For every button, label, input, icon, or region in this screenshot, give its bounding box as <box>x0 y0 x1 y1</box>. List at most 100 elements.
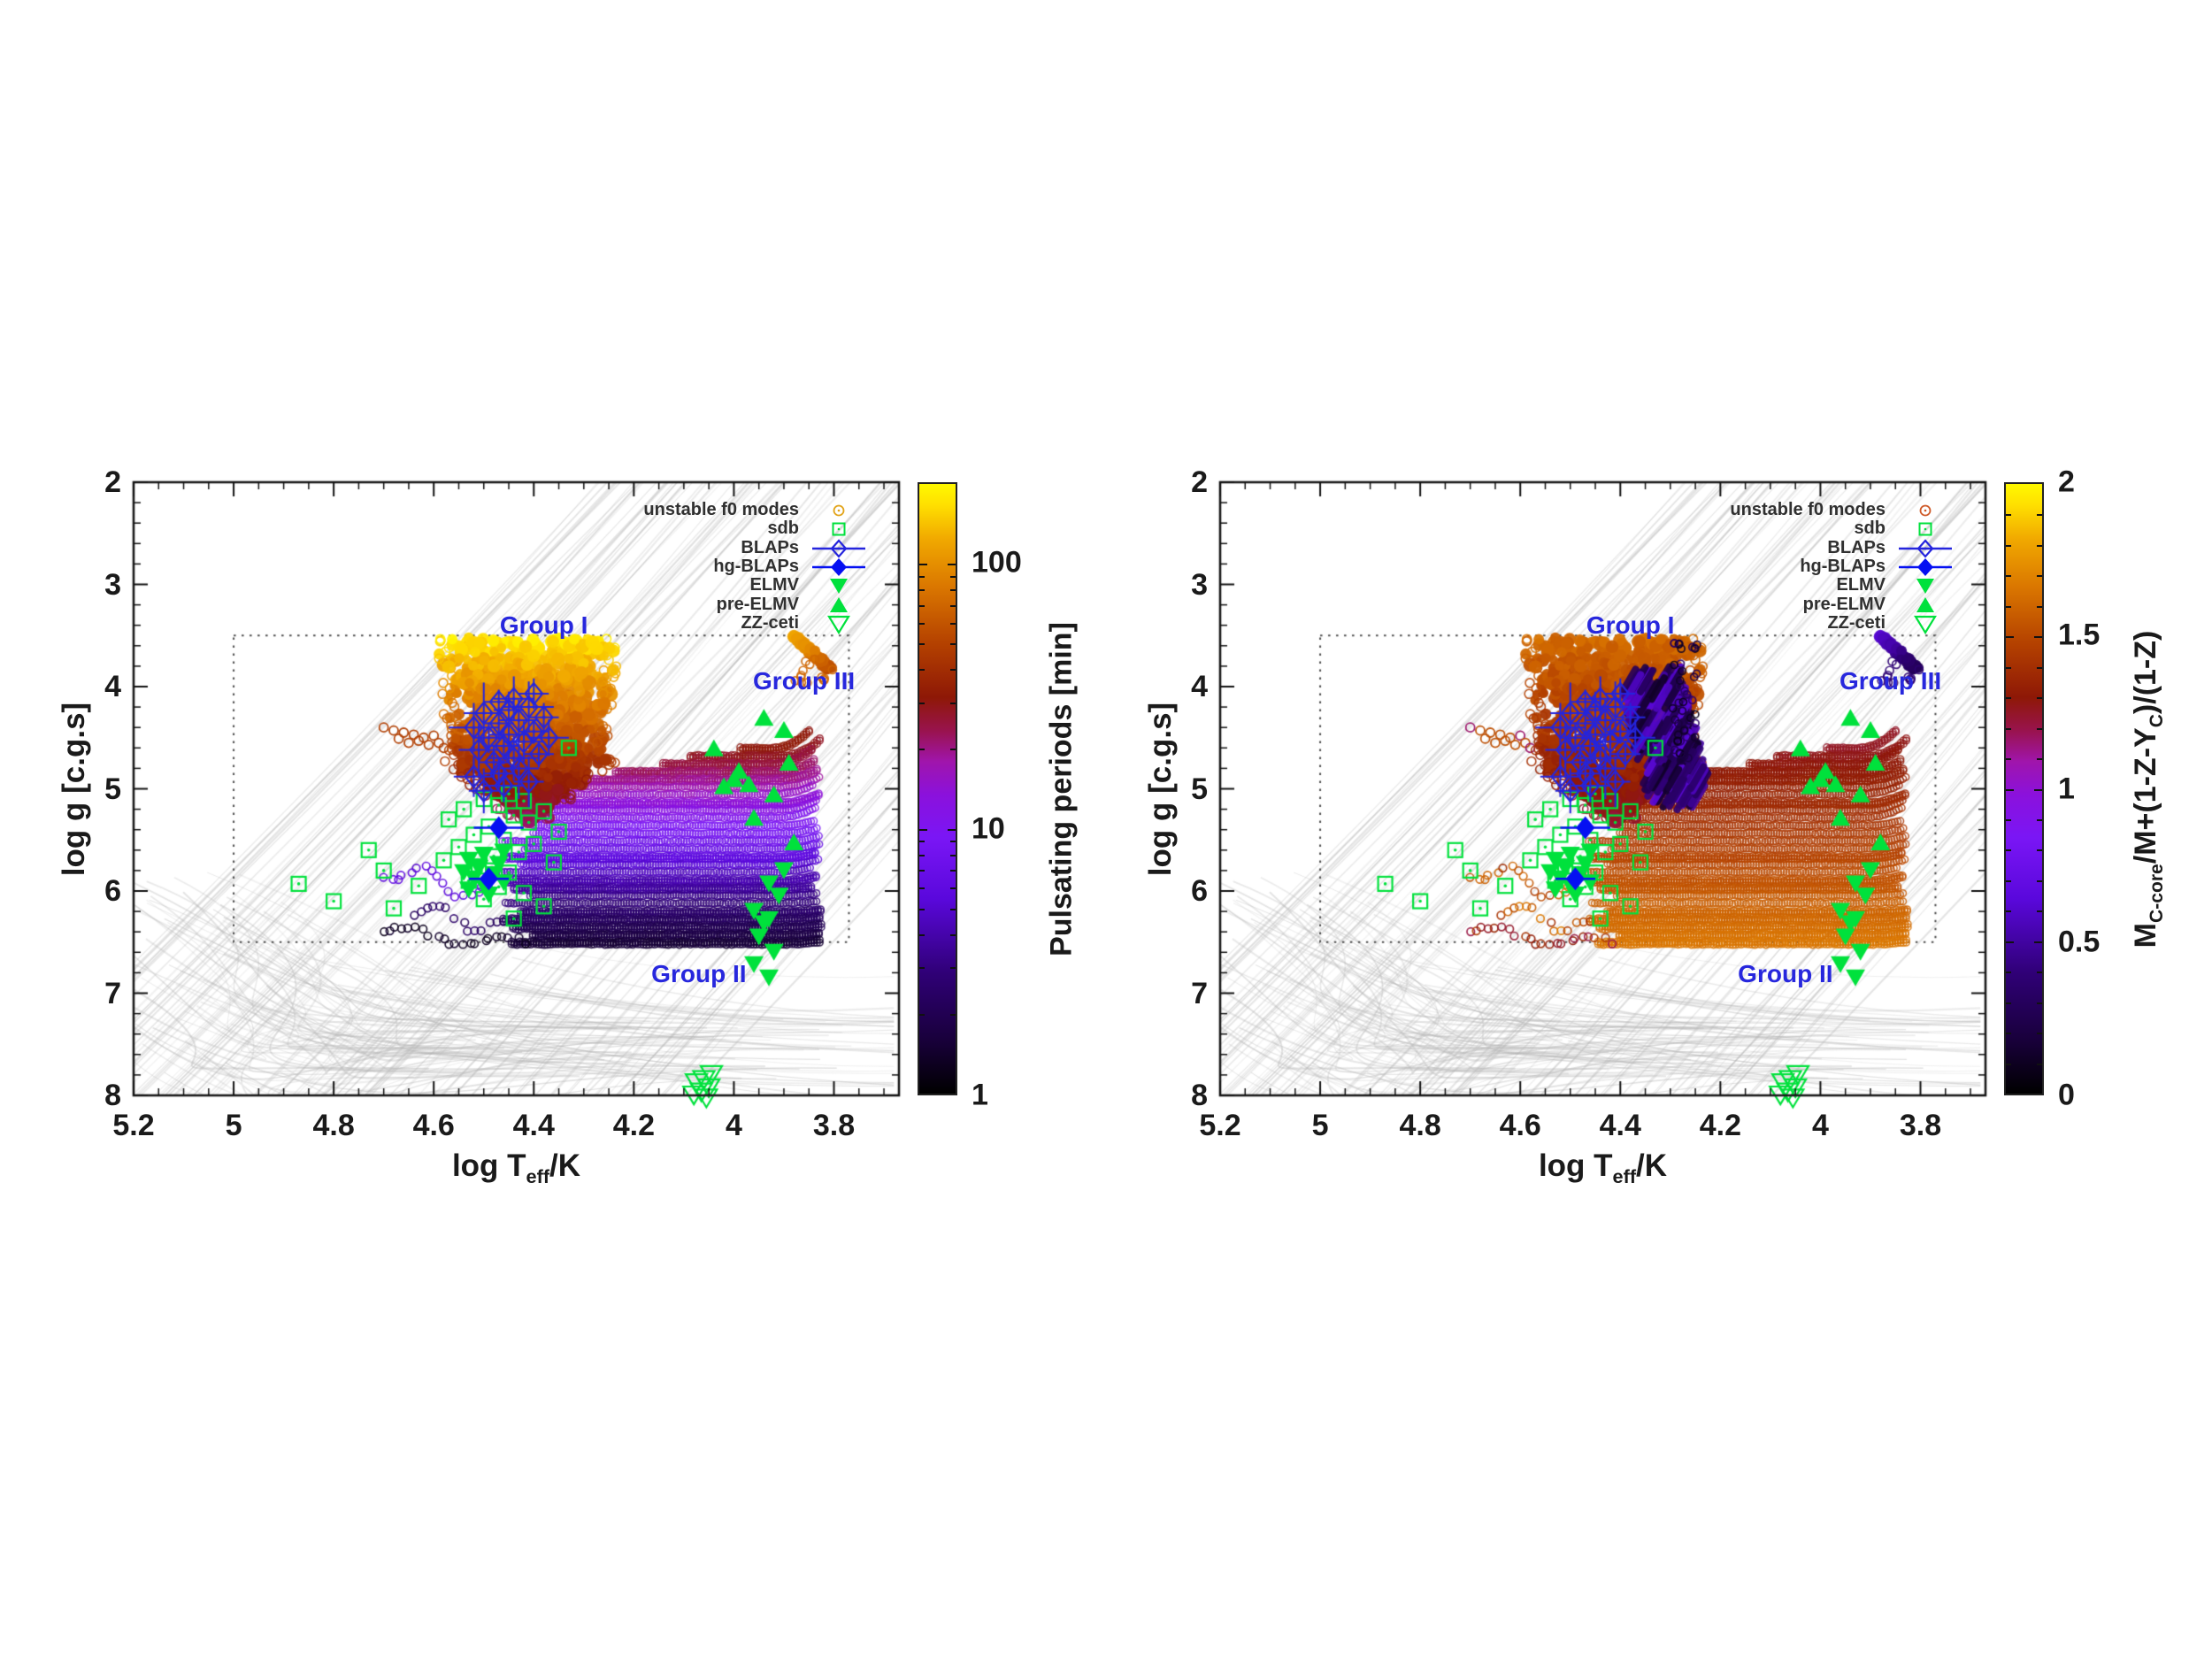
group-label-2: Group II <box>651 959 747 987</box>
colorbar-tick <box>2037 879 2042 882</box>
legend-marker-triangle-down-open-icon <box>827 615 850 634</box>
legend-label-diamond-open-errbar: BLAPs <box>741 537 799 557</box>
y-tick-label: 2 <box>1191 465 1208 499</box>
legend-marker-triangle-up-filled-icon <box>1916 596 1934 612</box>
colorbar-tick <box>2034 636 2042 639</box>
x-tick-label: 4.4 <box>512 1109 555 1142</box>
colorbar-tick <box>2037 1033 2042 1035</box>
colorbar-tick <box>950 643 956 646</box>
x-tick-label: 3.8 <box>812 1109 856 1142</box>
x-tick-label: 4.8 <box>1399 1109 1441 1142</box>
colorbar-tick-label: 2 <box>2058 465 2075 499</box>
legend-label-diamond-open-errbar: BLAPs <box>1827 537 1886 557</box>
colorbar-tick <box>2006 697 2011 700</box>
legend-marker-triangle-down-filled-icon <box>830 579 848 595</box>
y-tick-label: 3 <box>1191 567 1208 602</box>
colorbar-tick <box>919 967 925 970</box>
colorbar-tick <box>950 749 956 751</box>
colorbar-tick <box>2037 544 2042 547</box>
colorbar-tick <box>2037 514 2042 517</box>
colorbar-tick <box>2006 636 2014 639</box>
group-label-3: Group III <box>753 667 856 695</box>
colorbar-tick <box>2006 879 2011 882</box>
colorbar-tick <box>950 622 956 625</box>
colorbar-tick <box>2037 758 2042 761</box>
colorbar-tick <box>2037 666 2042 669</box>
colorbar-tick-label: 0 <box>2058 1078 2075 1112</box>
colorbar-tick <box>2006 605 2011 608</box>
legend-label-diamond-filled-errbar: hg-BLAPs <box>713 556 799 576</box>
colorbar-tick <box>950 702 956 704</box>
colorbar-tick <box>2037 972 2042 974</box>
y-axis-label: log g [c.g.s] <box>57 702 91 876</box>
y-axis-label: log g [c.g.s] <box>1143 702 1178 876</box>
legend-label-circle-open: unstable f0 modes <box>1730 500 1886 519</box>
legend-marker-diamond-filled-errbar-icon <box>1899 557 1952 576</box>
colorbar-tick <box>919 841 925 843</box>
colorbar-tick <box>950 908 956 910</box>
x-tick-label: 4.2 <box>612 1109 655 1142</box>
colorbar-tick <box>919 564 927 566</box>
colorbar-tick <box>919 854 925 856</box>
legend-label-diamond-filled-errbar: hg-BLAPs <box>1800 556 1886 576</box>
legend-marker-diamond-filled-errbar-icon <box>812 557 865 576</box>
colorbar-tick <box>2006 1063 2011 1065</box>
colorbar-title: MC-core/M+(1-Z-YC)/(1-Z) <box>2129 630 2167 948</box>
colorbar-tick <box>2037 575 2042 578</box>
colorbar-tick <box>2037 1002 2042 1004</box>
colorbar-tick <box>2037 818 2042 821</box>
group-label-3: Group III <box>1839 667 1942 695</box>
colorbar-tick <box>948 564 956 566</box>
legend-label-square-open: sdb <box>767 518 799 539</box>
colorbar-tick <box>2037 1063 2042 1065</box>
legend-label-square-open: sdb <box>1854 518 1886 539</box>
group-label-1: Group I <box>1586 611 1675 639</box>
colorbar-tick <box>919 749 925 751</box>
x-tick-label: 4 <box>1811 1109 1829 1142</box>
colorbar-tick <box>919 828 927 831</box>
x-tick-label: 5.2 <box>1199 1109 1241 1142</box>
y-tick-label: 3 <box>104 567 121 602</box>
colorbar-tick <box>919 933 925 936</box>
colorbar-tick <box>2034 788 2042 791</box>
colorbar-tick <box>2006 575 2011 578</box>
x-tick-label: 5.2 <box>112 1109 155 1142</box>
plot-canvas <box>1180 442 2025 1144</box>
plot-canvas <box>94 442 939 1144</box>
legend-marker-triangle-down-filled-icon <box>1916 579 1934 595</box>
y-tick-label: 5 <box>1191 772 1208 806</box>
y-tick-label: 7 <box>104 976 121 1010</box>
colorbar-tick <box>919 869 925 872</box>
legend-marker-diamond-open-errbar-icon <box>812 538 865 558</box>
y-tick-label: 4 <box>104 670 121 703</box>
colorbar-tick <box>919 575 925 578</box>
x-tick-label: 4.4 <box>1599 1109 1641 1142</box>
y-tick-label: 8 <box>1191 1079 1208 1112</box>
colorbar-tick <box>950 887 956 889</box>
colorbar-tick <box>919 702 925 704</box>
legend-label-triangle-down-open: ZZ-ceti <box>1827 612 1886 633</box>
x-tick-label: 5 <box>225 1109 242 1142</box>
colorbar <box>918 482 957 1095</box>
colorbar-tick <box>2006 910 2011 913</box>
legend-marker-circle-open-icon <box>833 504 845 517</box>
legend-marker-square-open-icon <box>832 522 846 536</box>
colorbar-tick <box>2006 818 2011 821</box>
colorbar-tick <box>2034 941 2042 943</box>
colorbar-tick <box>2006 666 2011 669</box>
colorbar-tick <box>2037 910 2042 913</box>
colorbar-tick-label: 100 <box>972 545 1022 580</box>
colorbar-tick-label: 10 <box>972 811 1005 846</box>
colorbar-tick <box>2006 727 2011 730</box>
colorbar-tick <box>950 669 956 672</box>
colorbar-tick <box>950 869 956 872</box>
legend-label-triangle-down-filled: ELMV <box>1836 575 1886 595</box>
colorbar-tick <box>950 589 956 592</box>
x-tick-label: 4.6 <box>1499 1109 1541 1142</box>
colorbar-tick <box>2006 758 2011 761</box>
colorbar-tick <box>950 1013 956 1016</box>
colorbar-tick <box>919 643 925 646</box>
legend-marker-triangle-up-filled-icon <box>830 596 848 612</box>
